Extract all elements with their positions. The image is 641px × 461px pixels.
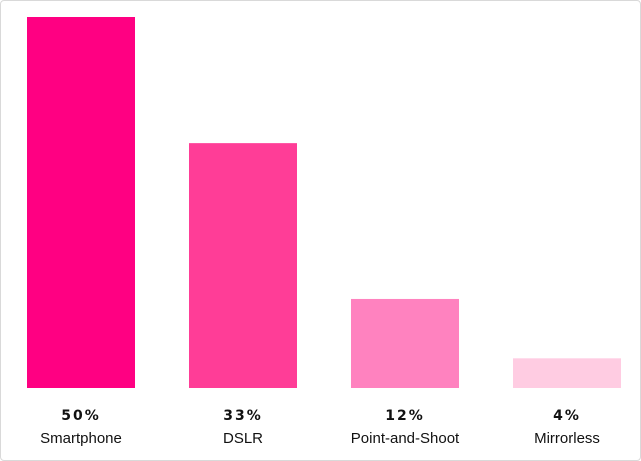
bar-point-and-shoot (351, 298, 459, 388)
value-label: 50% (61, 408, 101, 424)
value-label: 12% (385, 408, 425, 424)
value-label: 4% (553, 408, 581, 424)
category-labels-group: Smartphone DSLR Point-and-Shoot Mirrorless (40, 430, 600, 447)
category-label: DSLR (223, 430, 263, 447)
bar-dslr (189, 143, 297, 388)
bar-mirrorless (513, 358, 621, 388)
bar-smartphone (27, 17, 135, 388)
bars-group (27, 17, 621, 388)
category-label: Mirrorless (534, 430, 600, 447)
category-label: Smartphone (40, 430, 122, 447)
value-label: 33% (223, 408, 263, 424)
value-labels-group: 50% 33% 12% 4% (61, 408, 581, 424)
category-label: Point-and-Shoot (351, 430, 460, 447)
